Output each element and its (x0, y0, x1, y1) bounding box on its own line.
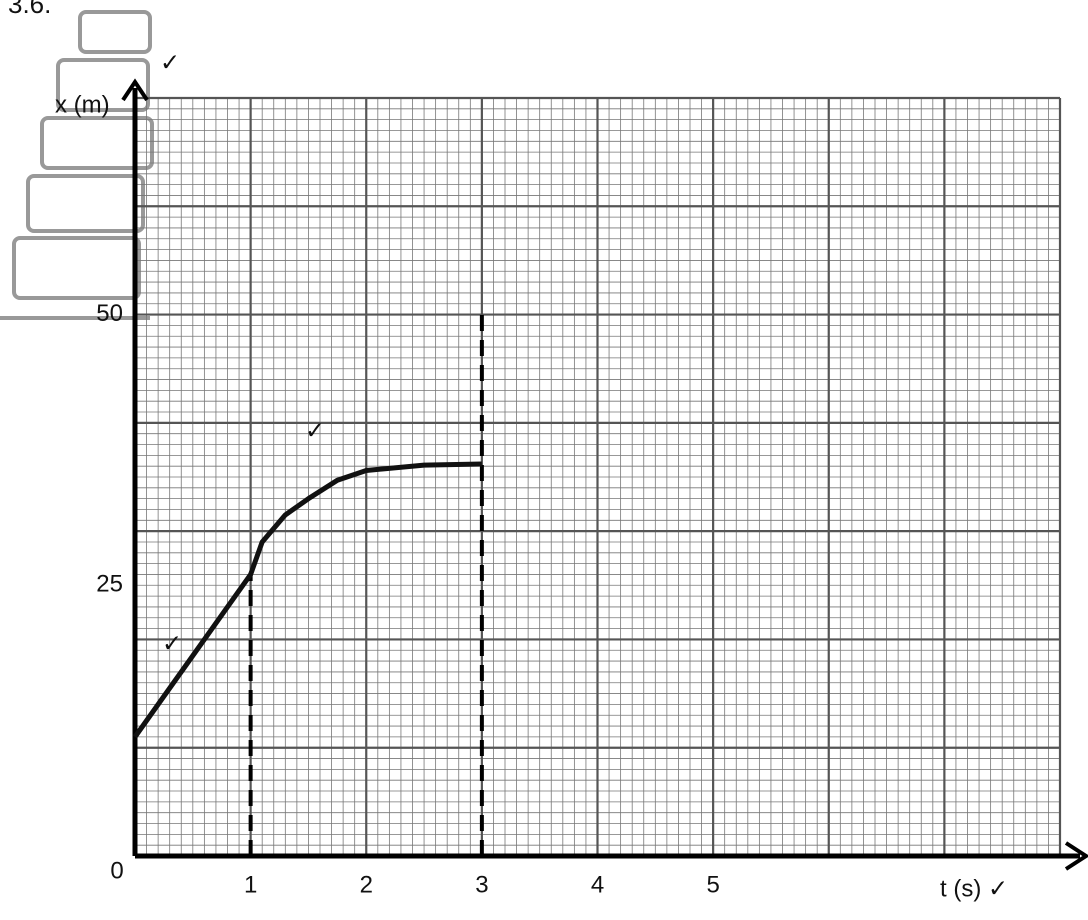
logo (0, 12, 152, 318)
x-tick-label: 2 (360, 871, 373, 898)
x-tick-label: 3 (475, 871, 488, 898)
y-tick-label: 25 (96, 571, 123, 598)
origin-label: 0 (110, 857, 123, 884)
question-label: 3.6. (8, 0, 51, 19)
chart: 3.6. 1 2 3 4 5 25 50 0 x (m) t (s) ✓ ✓ ✓ ✓ (0, 0, 1088, 920)
check-mark: ✓ (305, 417, 325, 444)
x-tick-label: 4 (591, 871, 604, 898)
check-mark: ✓ (162, 630, 182, 657)
grid (135, 98, 1060, 856)
x-axis-label: t (s) ✓ (940, 875, 1008, 902)
y-tick-label: 50 (96, 300, 123, 327)
x-tick-label: 5 (706, 871, 719, 898)
x-tick-label: 1 (244, 871, 257, 898)
y-axis-label: x (m) (55, 91, 110, 118)
check-mark: ✓ (160, 49, 180, 76)
